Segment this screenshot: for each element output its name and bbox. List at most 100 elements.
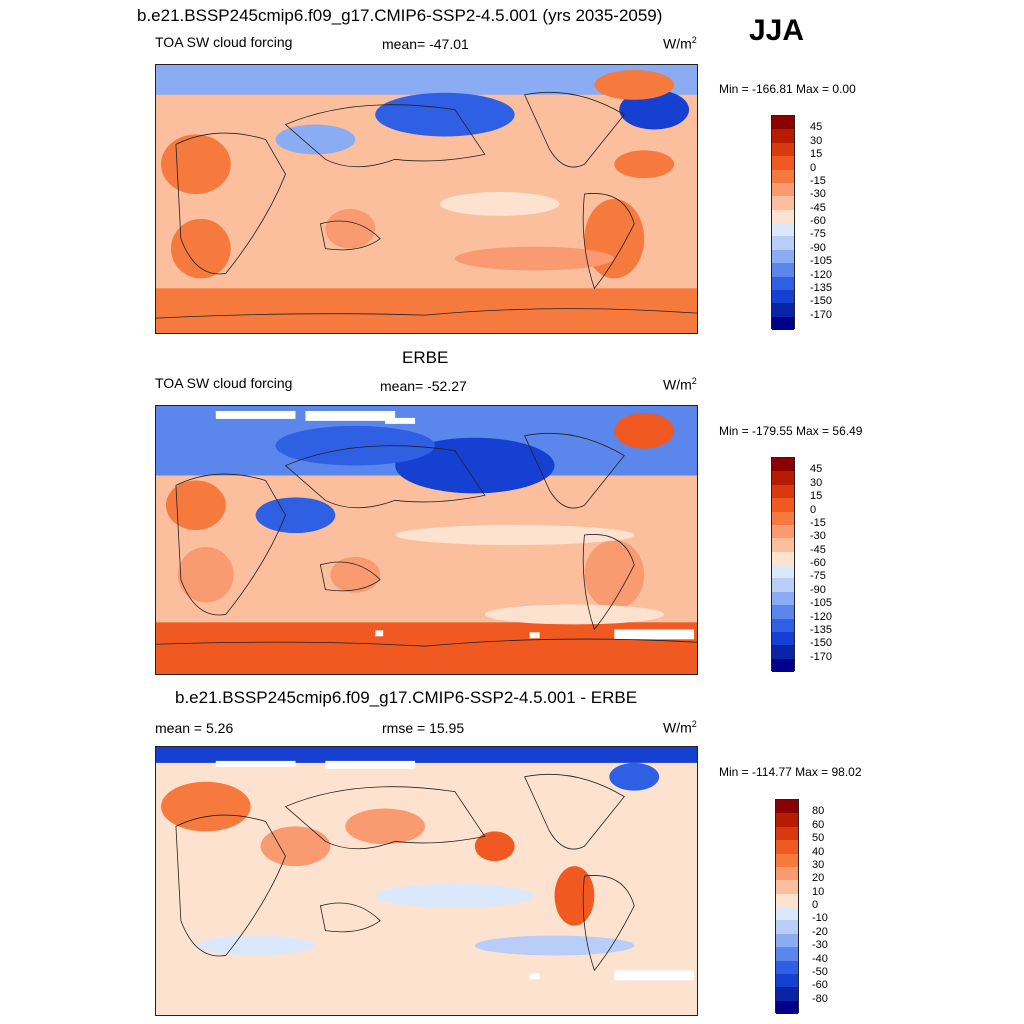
colorbar-tick-label: -80 <box>812 992 828 1005</box>
colorbar-tick-label: -30 <box>810 530 826 543</box>
colorbar-swatch <box>772 116 794 130</box>
colorbar-swatch <box>772 605 794 619</box>
colorbar-swatch <box>772 484 794 499</box>
colorbar-swatch <box>772 551 794 565</box>
colorbar-tick-label: 10 <box>812 885 825 898</box>
panel3-title: b.e21.BSSP245cmip6.f09_g17.CMIP6-SSP2-4.… <box>175 688 638 707</box>
colorbar-swatch <box>776 866 798 881</box>
colorbar-swatch <box>772 169 794 183</box>
colorbar-swatch <box>772 223 794 237</box>
panel2-colorbar <box>771 457 795 672</box>
colorbar-tick-label: -150 <box>810 637 833 650</box>
colorbar-swatch <box>772 511 794 525</box>
colorbar-tick-label: -15 <box>810 516 826 529</box>
panel3-mean-label: mean = 5.26 <box>155 720 234 736</box>
page-title: b.e21.BSSP245cmip6.f09_g17.CMIP6-SSP2-4.… <box>137 6 663 25</box>
colorbar-swatch <box>772 196 794 210</box>
colorbar-tick-label: -90 <box>810 241 826 254</box>
colorbar-swatch <box>772 645 794 659</box>
colorbar-swatch <box>772 209 794 223</box>
colorbar-swatch <box>772 458 794 472</box>
colorbar-swatch <box>776 960 798 974</box>
colorbar-tick-label: 15 <box>810 148 823 161</box>
panel3-rmse-label: rmse = 15.95 <box>382 720 465 736</box>
colorbar-swatch <box>776 933 798 948</box>
colorbar-swatch <box>772 289 794 304</box>
colorbar-tick-label: 0 <box>810 161 817 174</box>
colorbar-tick-label: -50 <box>812 965 828 978</box>
colorbar-swatch <box>776 973 798 988</box>
colorbar-swatch <box>772 538 794 552</box>
colorbar-tick-label: -30 <box>812 939 828 952</box>
colorbar-swatch <box>772 591 794 606</box>
colorbar-tick-label: -60 <box>810 215 826 227</box>
panel3-difference-map <box>155 746 698 1016</box>
colorbar-tick-label: 60 <box>812 818 825 831</box>
colorbar-tick-label: -10 <box>812 912 828 925</box>
colorbar-tick-label: 30 <box>812 858 825 871</box>
colorbar-tick-label: 0 <box>810 503 817 516</box>
colorbar-tick-label: -150 <box>810 295 833 308</box>
colorbar-tick-label: -45 <box>810 201 826 214</box>
colorbar-swatch <box>772 156 794 170</box>
colorbar-tick-label: 30 <box>810 134 823 147</box>
colorbar-swatch <box>776 853 798 867</box>
panel3-colorbar <box>775 799 799 1014</box>
colorbar-tick-label: -75 <box>810 570 826 583</box>
colorbar-tick-label: -15 <box>810 174 826 187</box>
colorbar-swatch <box>776 800 798 814</box>
colorbar-swatch <box>776 987 798 1001</box>
colorbar-tick-label: -135 <box>810 623 833 636</box>
colorbar-swatch <box>776 813 798 827</box>
colorbar-swatch <box>772 578 794 592</box>
colorbar-tick-label: -60 <box>812 979 828 992</box>
panel1-colorbar <box>771 115 795 330</box>
panel1-variable-label: TOA SW cloud forcing <box>155 34 293 50</box>
colorbar-tick-label: -120 <box>810 610 833 623</box>
panel2-variable-label: TOA SW cloud forcing <box>155 375 293 391</box>
colorbar-tick-label: 40 <box>812 845 825 858</box>
colorbar-tick-label: -105 <box>810 255 833 268</box>
colorbar-swatch <box>772 524 794 539</box>
colorbar-tick-label: -170 <box>810 308 833 321</box>
panel2-units-label: W/m2 <box>663 376 697 393</box>
panel1-units-label: W/m2 <box>663 35 697 52</box>
panel2-mean-label: mean= -52.27 <box>380 378 467 394</box>
colorbar-tick-label: -30 <box>810 188 826 201</box>
colorbar-tick-label: -120 <box>810 268 833 281</box>
colorbar-swatch <box>772 565 794 579</box>
colorbar-tick-label: -105 <box>810 597 833 610</box>
colorbar-swatch <box>772 263 794 277</box>
colorbar-tick-label: -170 <box>810 650 833 663</box>
panel1-model-map <box>155 64 698 334</box>
panel1-minmax-label: Min = -166.81 Max = 0.00 <box>719 82 856 96</box>
colorbar-tick-label: 20 <box>812 872 825 885</box>
colorbar-tick-label: 45 <box>810 463 823 476</box>
colorbar-swatch <box>772 498 794 512</box>
colorbar-tick-label: -40 <box>812 952 828 965</box>
colorbar-swatch <box>772 658 794 672</box>
panel3-minmax-label: Min = -114.77 Max = 98.02 <box>719 765 862 779</box>
panel2-observation-map <box>155 405 698 675</box>
colorbar-tick-label: 50 <box>812 832 825 845</box>
colorbar-tick-label: -20 <box>812 925 828 938</box>
panel3-units-label: W/m2 <box>663 719 697 736</box>
colorbar-tick-label: 15 <box>810 490 823 503</box>
colorbar-swatch <box>772 142 794 157</box>
season-label: JJA <box>749 14 805 47</box>
panel1-mean-label: mean= -47.01 <box>382 36 469 52</box>
colorbar-swatch <box>772 129 794 143</box>
colorbar-tick-label: 80 <box>812 805 825 818</box>
colorbar-swatch <box>776 880 798 894</box>
colorbar-swatch <box>772 316 794 330</box>
colorbar-swatch <box>776 947 798 961</box>
colorbar-tick-label: -135 <box>810 281 833 294</box>
colorbar-tick-label: 0 <box>812 899 819 911</box>
colorbar-tick-label: -45 <box>810 543 826 556</box>
colorbar-swatch <box>772 631 794 646</box>
colorbar-tick-label: -60 <box>810 557 826 569</box>
colorbar-tick-label: -75 <box>810 228 826 241</box>
colorbar-swatch <box>772 471 794 485</box>
colorbar-swatch <box>776 1000 798 1014</box>
colorbar-tick-label: -90 <box>810 583 826 596</box>
